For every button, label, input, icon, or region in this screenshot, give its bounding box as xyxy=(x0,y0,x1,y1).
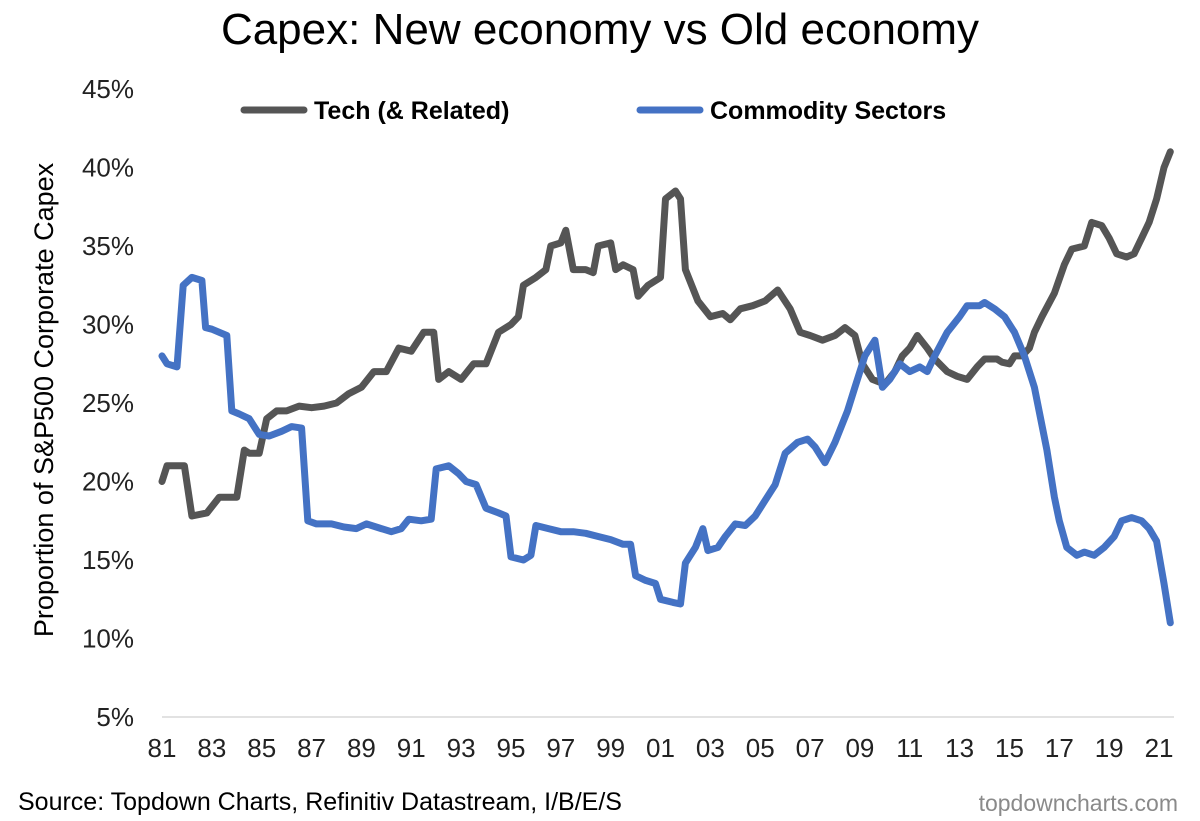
x-tick-label: 91 xyxy=(397,733,426,763)
x-tick-label: 81 xyxy=(148,733,177,763)
series-lines xyxy=(158,148,1174,627)
x-tick-label: 93 xyxy=(447,733,476,763)
x-tick-label: 87 xyxy=(297,733,326,763)
y-tick-label: 40% xyxy=(82,153,134,183)
series-line-commodity xyxy=(158,273,1174,627)
x-tick-label: 97 xyxy=(546,733,575,763)
y-tick-label: 35% xyxy=(82,231,134,261)
x-tick-label: 01 xyxy=(646,733,675,763)
chart-title: Capex: New economy vs Old economy xyxy=(220,5,980,54)
y-axis-ticks: 5% 10% 15% 20% 25% 30% 35% 40% 45% xyxy=(82,74,134,732)
y-tick-label: 30% xyxy=(82,310,134,340)
y-tick-label: 20% xyxy=(82,467,134,497)
x-tick-label: 09 xyxy=(845,733,874,763)
source-note: Source: Topdown Charts, Refinitiv Datast… xyxy=(18,788,622,816)
y-tick-label: 10% xyxy=(82,624,134,654)
x-tick-label: 17 xyxy=(1045,733,1074,763)
y-tick-label: 25% xyxy=(82,388,134,418)
y-tick-label: 45% xyxy=(82,74,134,104)
x-tick-label: 19 xyxy=(1095,733,1124,763)
legend-label-commodity: Commodity Sectors xyxy=(710,97,946,125)
x-tick-label: 89 xyxy=(347,733,376,763)
x-tick-label: 07 xyxy=(796,733,825,763)
legend-label-tech: Tech (& Related) xyxy=(314,97,509,125)
x-tick-label: 21 xyxy=(1145,733,1174,763)
x-tick-label: 13 xyxy=(945,733,974,763)
watermark: topdowncharts.com xyxy=(978,790,1178,816)
y-tick-label: 15% xyxy=(82,545,134,575)
x-tick-label: 85 xyxy=(247,733,276,763)
x-tick-label: 03 xyxy=(696,733,725,763)
x-tick-label: 11 xyxy=(896,733,923,763)
x-tick-label: 15 xyxy=(995,733,1024,763)
x-tick-label: 95 xyxy=(497,733,526,763)
x-tick-label: 05 xyxy=(746,733,775,763)
x-tick-label: 83 xyxy=(197,733,226,763)
y-tick-label: 5% xyxy=(96,702,134,732)
legend: Tech (& Related) Commodity Sectors xyxy=(240,97,946,125)
x-tick-label: 99 xyxy=(596,733,625,763)
x-axis-ticks: 81 83 85 87 89 91 93 95 97 99 01 03 05 07 09 11 13 15 17 19… xyxy=(148,733,1174,763)
series-line-tech xyxy=(158,148,1174,520)
